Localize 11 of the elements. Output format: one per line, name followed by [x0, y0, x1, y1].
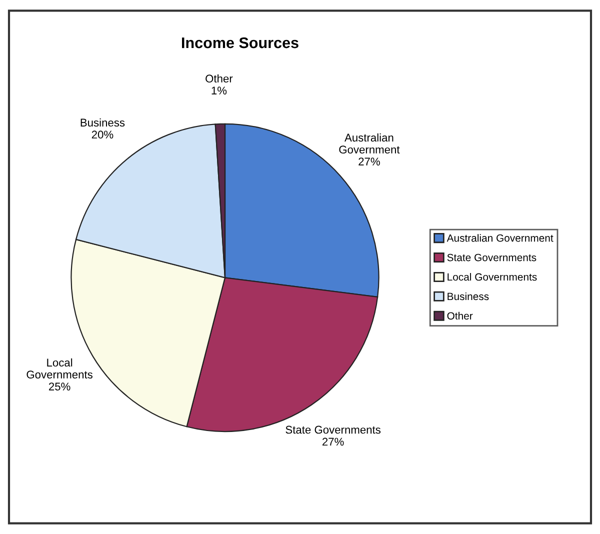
data-label: Australian Government 27% [339, 133, 400, 166]
chart-title: Income Sources [182, 37, 298, 48]
legend-label: Business [448, 292, 489, 300]
legend-label: Australian Government [446, 234, 554, 242]
data-label: Local Governments 25% [26, 358, 92, 390]
data-label: Business 20% [80, 118, 125, 139]
data-label: Other 1% [206, 74, 233, 94]
data-label: State Governments 27% [286, 426, 381, 446]
legend-label: State Governments [447, 254, 536, 262]
legend-label: Other [447, 312, 473, 320]
legend-label: Local Governments [448, 273, 537, 281]
